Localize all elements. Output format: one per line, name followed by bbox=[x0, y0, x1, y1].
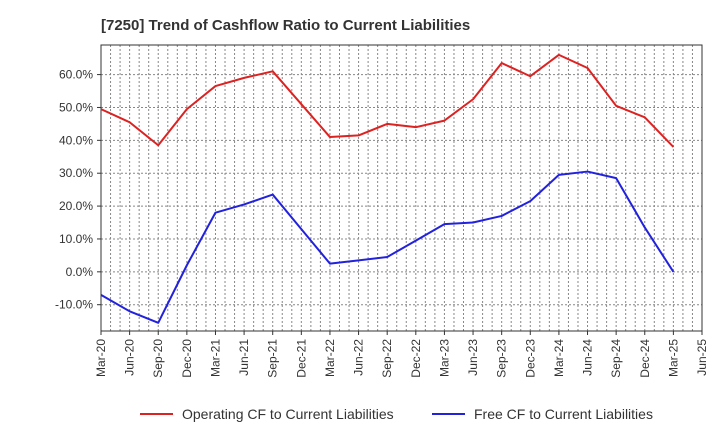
x-tick-label: Mar-22 bbox=[323, 339, 337, 377]
x-tick-label: Mar-20 bbox=[94, 339, 108, 377]
x-tick-label: Sep-20 bbox=[151, 339, 165, 378]
chart-title: [7250] Trend of Cashflow Ratio to Curren… bbox=[101, 17, 470, 34]
x-tick-label: Jun-21 bbox=[237, 339, 251, 376]
y-tick-label: 50.0% bbox=[59, 100, 93, 114]
x-tick-label: Jun-24 bbox=[581, 339, 595, 376]
x-axis: Mar-20 Jun-20 Sep-20 Dec-20 Mar-21 Jun-21 Sep-… bbox=[94, 331, 709, 378]
x-tick-label: Mar-24 bbox=[552, 339, 566, 377]
x-tick-label: Sep-21 bbox=[266, 339, 280, 378]
y-tick-label: 60.0% bbox=[59, 68, 93, 82]
y-tick-label: 30.0% bbox=[59, 166, 93, 180]
x-tick-label: Dec-21 bbox=[294, 339, 308, 378]
x-tick-label: Jun-25 bbox=[695, 339, 709, 376]
legend-label-free: Free CF to Current Liabilities bbox=[474, 406, 653, 422]
y-axis: -10.0% 0.0% 10.0% 20.0% 30.0% 40.0% 50.0% 60.0% bbox=[55, 68, 101, 312]
x-tick-label: Jun-20 bbox=[123, 339, 137, 376]
series-line-1 bbox=[100, 170, 675, 324]
x-tick-label: Dec-20 bbox=[180, 339, 194, 378]
y-tick-label: -10.0% bbox=[55, 298, 93, 312]
x-tick-label: Mar-25 bbox=[666, 339, 680, 377]
x-tick-label: Dec-23 bbox=[523, 339, 537, 378]
x-tick-label: Mar-23 bbox=[437, 339, 451, 377]
legend-label-operating: Operating CF to Current Liabilities bbox=[182, 406, 394, 422]
y-tick-label: 10.0% bbox=[59, 232, 93, 246]
x-tick-label: Dec-22 bbox=[409, 339, 423, 378]
x-tick-label: Jun-23 bbox=[466, 339, 480, 376]
series-line-0 bbox=[100, 53, 675, 148]
y-tick-label: 40.0% bbox=[59, 133, 93, 147]
x-tick-label: Sep-24 bbox=[609, 339, 623, 378]
x-tick-label: Jun-22 bbox=[352, 339, 366, 376]
grid bbox=[101, 45, 702, 331]
x-tick-label: Mar-21 bbox=[208, 339, 222, 377]
x-tick-label: Dec-24 bbox=[638, 339, 652, 378]
x-tick-label: Sep-23 bbox=[495, 339, 509, 378]
y-tick-label: 0.0% bbox=[66, 265, 94, 279]
x-tick-label: Sep-22 bbox=[380, 339, 394, 378]
y-tick-label: 20.0% bbox=[59, 199, 93, 213]
plot-area-frame bbox=[100, 44, 703, 332]
legend: Operating CF to Current Liabilities Free… bbox=[140, 406, 653, 422]
series-layer bbox=[100, 53, 675, 324]
